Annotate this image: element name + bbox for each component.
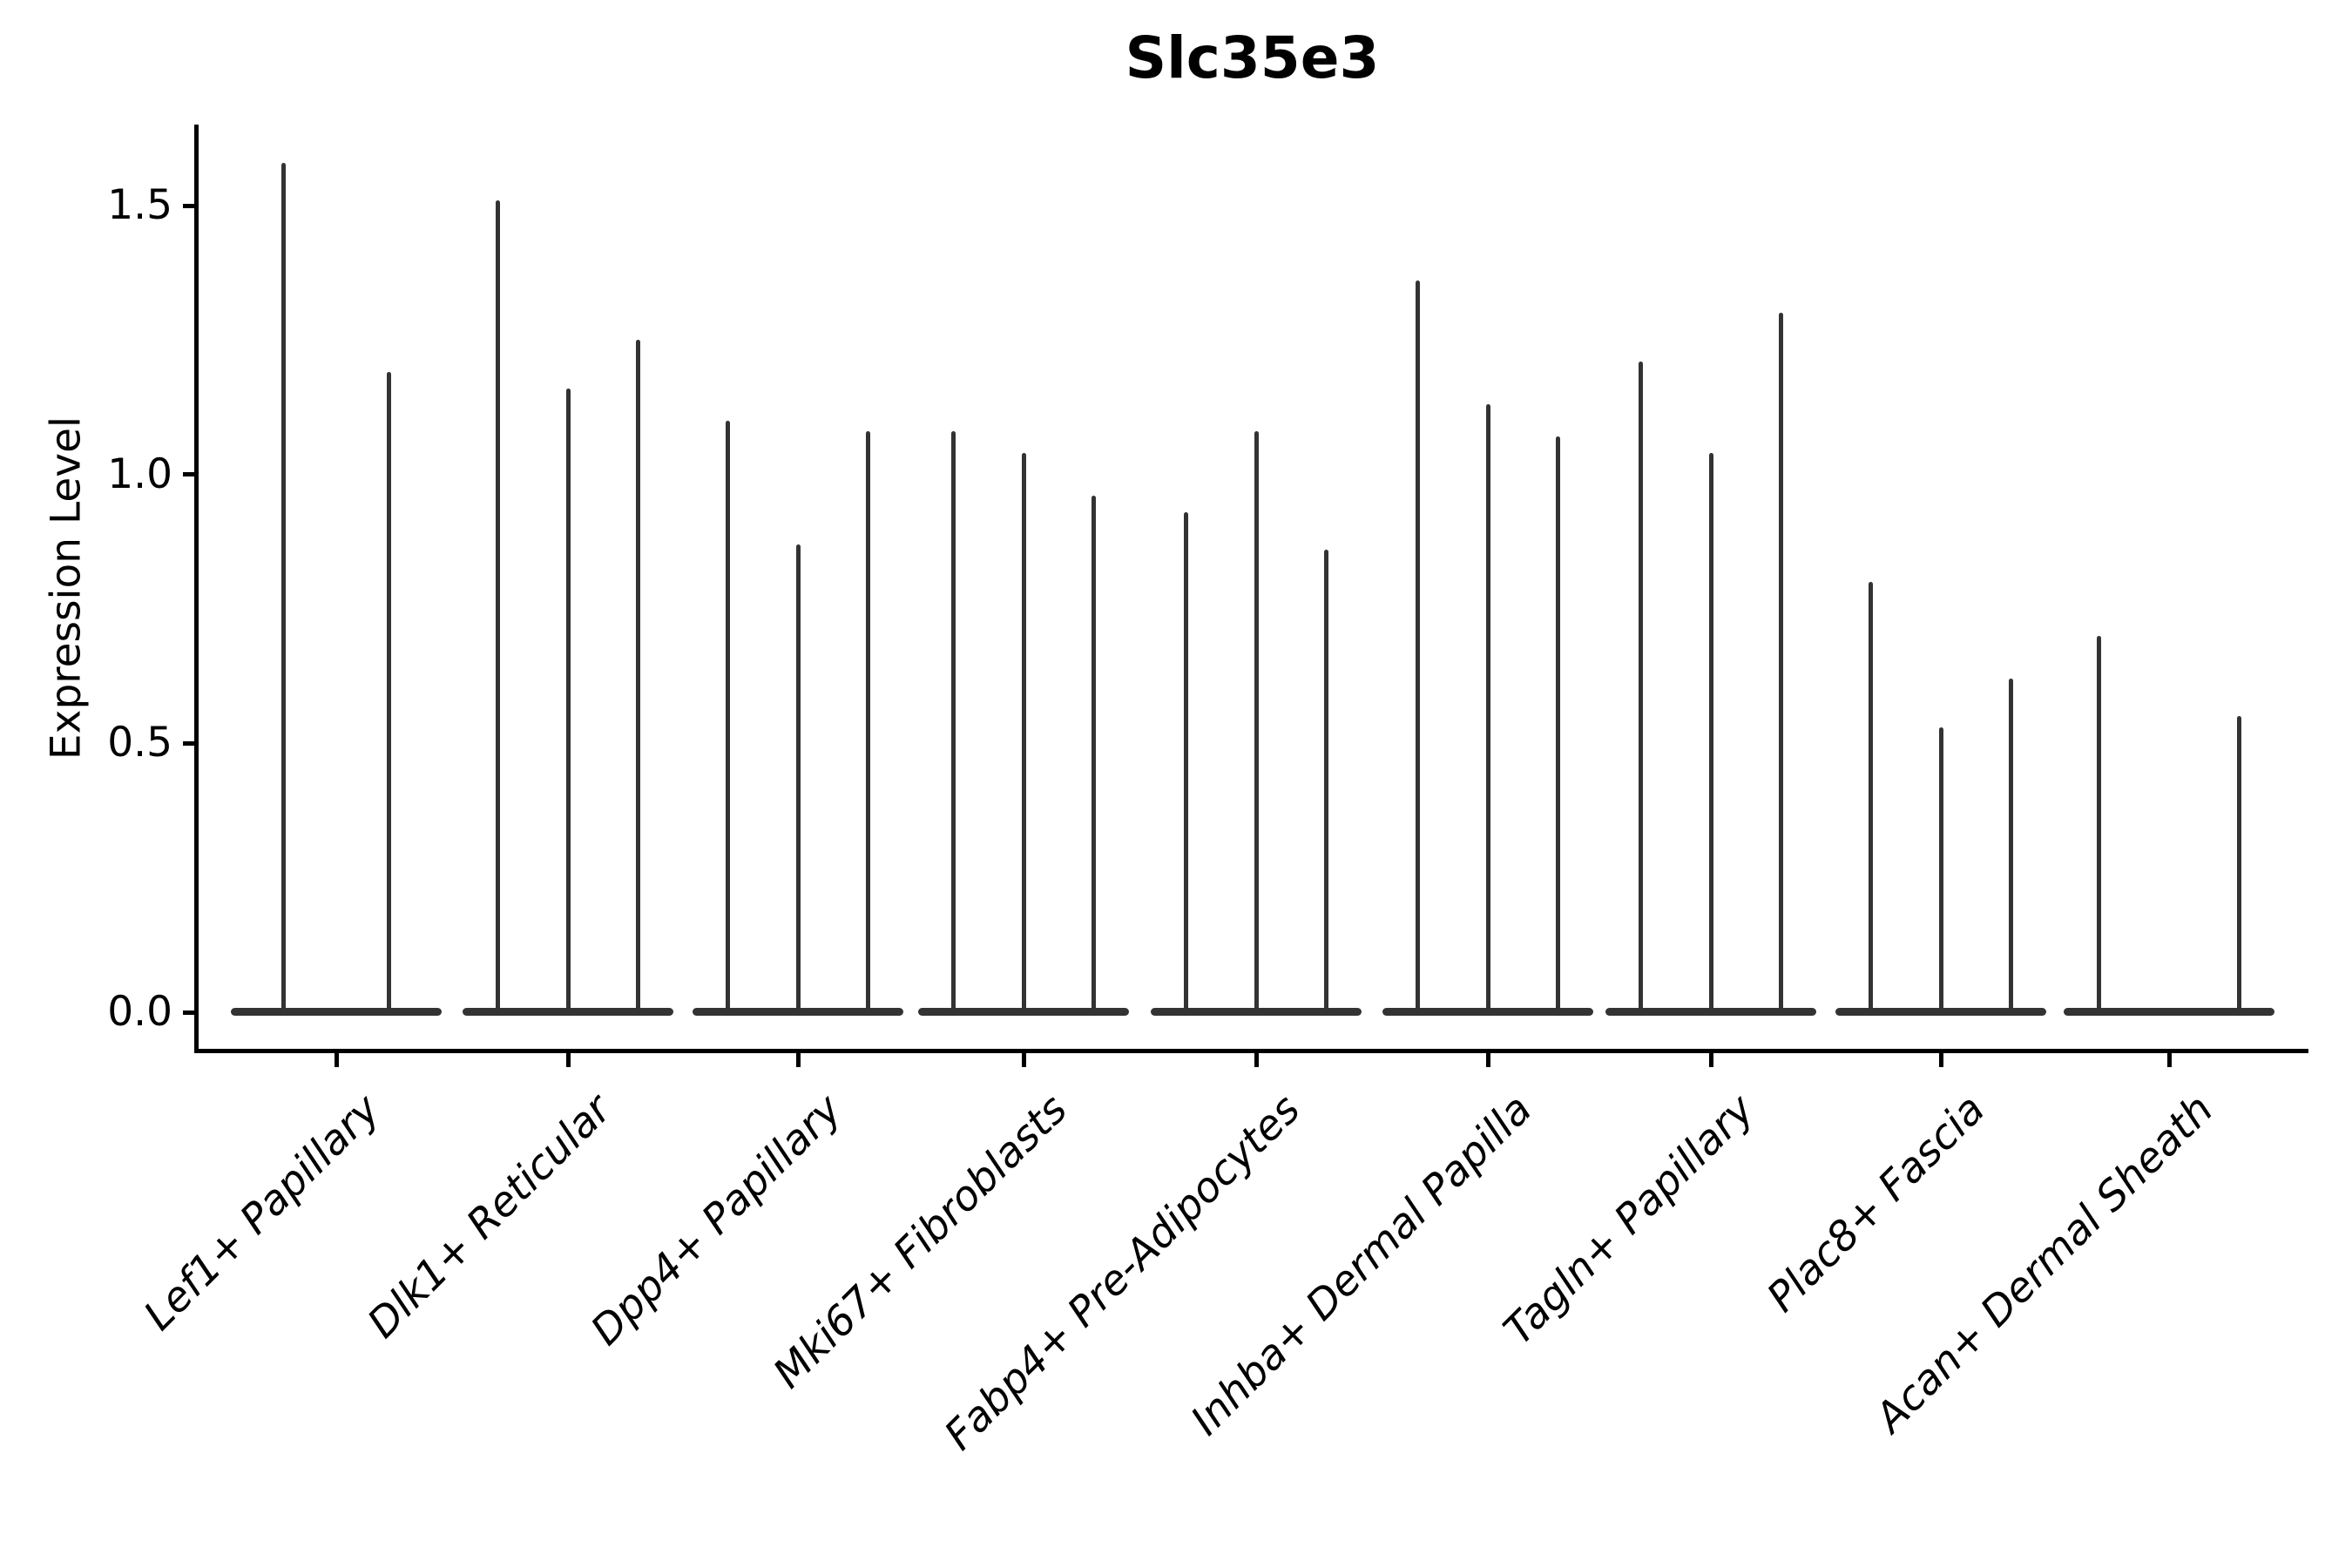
y-tick-mark	[183, 472, 197, 477]
violin-spike	[1324, 550, 1329, 1016]
violin-spike	[1938, 727, 1943, 1016]
y-tick-label: 0.0	[107, 988, 172, 1036]
y-axis-spine	[194, 125, 199, 1052]
violin-spike	[387, 372, 391, 1016]
violin-spike	[2096, 635, 2101, 1016]
violin-spike	[1021, 452, 1026, 1016]
chart-title: Slc35e3	[1125, 24, 1380, 91]
x-axis-label: Dpp4+ Papillary	[581, 1085, 851, 1355]
violin-spike	[1183, 511, 1188, 1016]
x-tick-mark	[1938, 1053, 1943, 1067]
violin-spike	[1254, 431, 1259, 1016]
violin-spike	[866, 431, 871, 1016]
y-tick-mark	[183, 203, 197, 208]
y-tick-label: 0.5	[107, 719, 172, 767]
violin-spike	[1556, 436, 1561, 1016]
y-tick-mark	[183, 740, 197, 746]
x-tick-mark	[334, 1053, 339, 1067]
x-tick-mark	[795, 1053, 801, 1067]
violin-spike	[795, 544, 801, 1016]
x-tick-mark	[1021, 1053, 1026, 1067]
violin-spike	[1868, 582, 1873, 1016]
violin-spike	[1092, 496, 1097, 1016]
y-tick-label: 1.0	[107, 449, 172, 498]
violin-spike	[1708, 452, 1713, 1016]
x-tick-mark	[2166, 1053, 2172, 1067]
x-axis-label: Dlk1+ Reticular	[358, 1085, 621, 1348]
y-tick-label: 1.5	[107, 181, 172, 229]
x-axis-label: Lef1+ Papillary	[134, 1085, 389, 1341]
violin-spike	[950, 431, 956, 1016]
violin-spike	[636, 340, 641, 1016]
x-axis-label: Plac8+ Fascia	[1757, 1085, 1994, 1322]
y-tick-mark	[183, 1010, 197, 1015]
x-tick-mark	[565, 1053, 571, 1067]
x-tick-mark	[1254, 1053, 1259, 1067]
violin-spike	[1415, 280, 1420, 1016]
x-axis-spine	[194, 1049, 2308, 1053]
x-tick-mark	[1485, 1053, 1490, 1067]
violin-spike	[565, 388, 571, 1016]
violin-base	[231, 1008, 442, 1016]
violin-spike	[725, 420, 730, 1016]
violin-spike	[1779, 313, 1784, 1016]
violin-spike	[2237, 716, 2242, 1016]
violin-base	[2064, 1008, 2274, 1016]
x-axis-label: Tagln+ Papillary	[1495, 1085, 1764, 1355]
violin-spike	[2009, 679, 2014, 1016]
violin-spike	[1485, 404, 1490, 1016]
violin-spike	[281, 162, 286, 1016]
x-tick-mark	[1708, 1053, 1713, 1067]
violin-spike	[1638, 362, 1643, 1016]
violin-spike	[495, 199, 500, 1016]
